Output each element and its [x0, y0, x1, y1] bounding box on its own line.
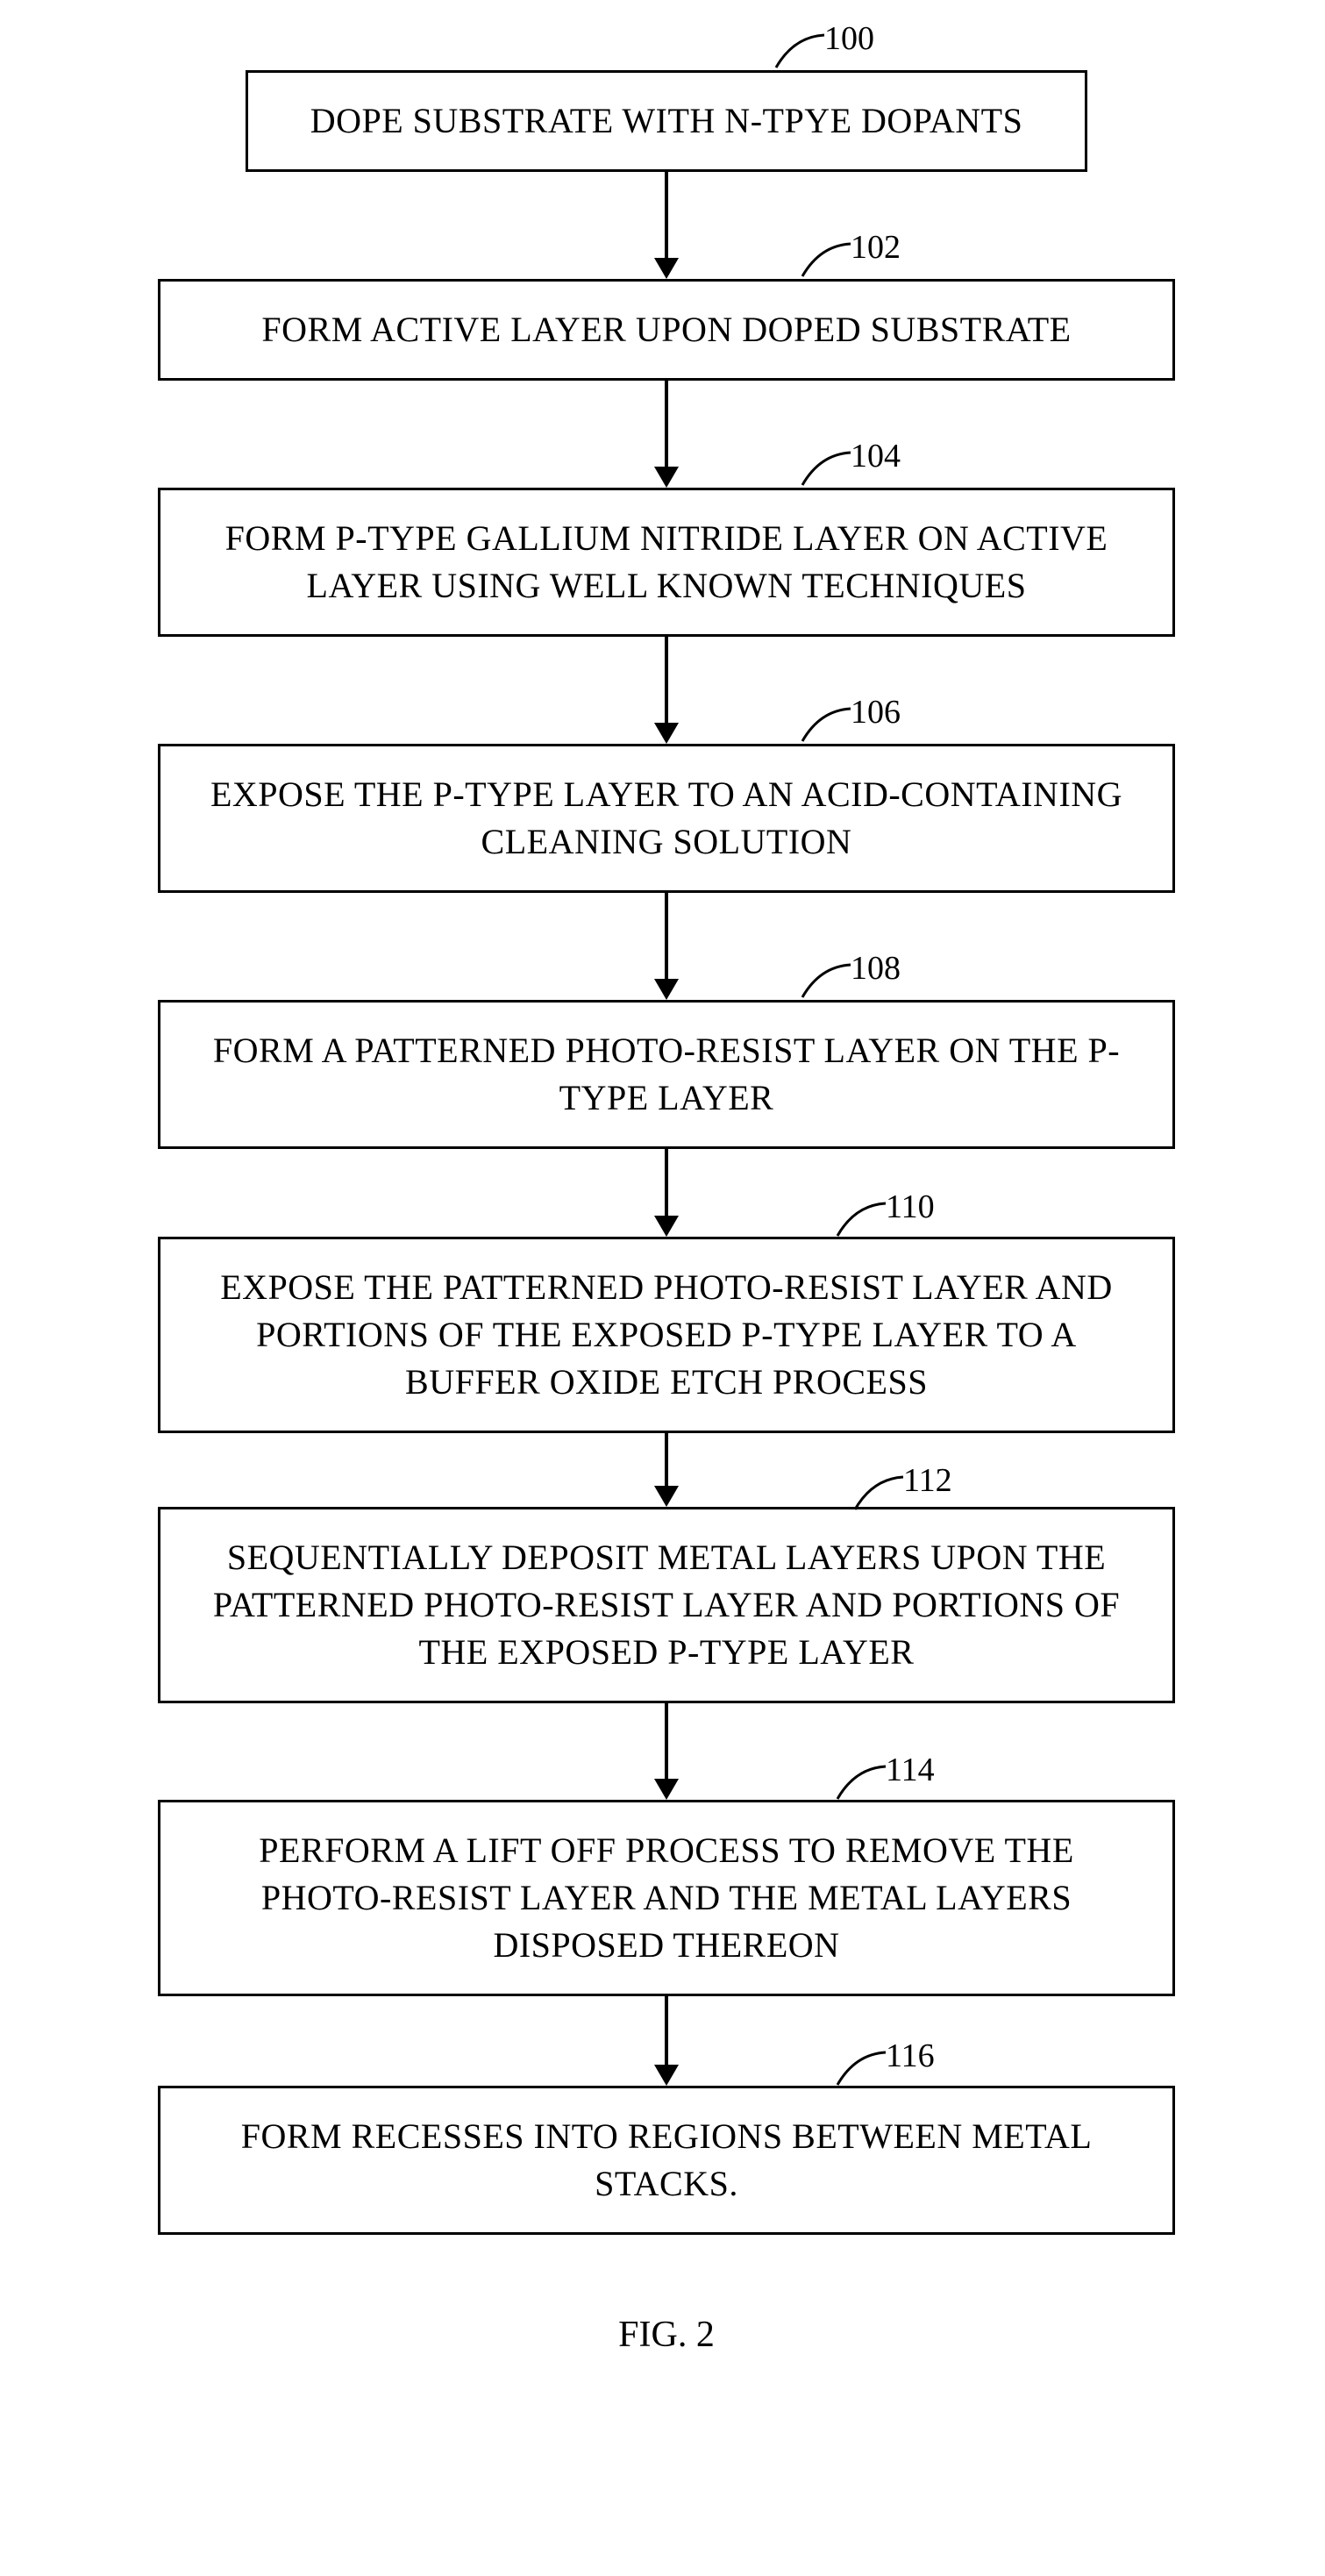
ref-curve-102: [798, 237, 859, 281]
step-108: 108 FORM A PATTERNED PHOTO-RESIST LAYER …: [158, 1000, 1175, 1237]
step-114: 114 PERFORM A LIFT OFF PROCESS TO REMOVE…: [158, 1800, 1175, 2086]
step-116: 116 FORM RECESSES INTO REGIONS BETWEEN M…: [158, 2086, 1175, 2235]
ref-curve-108: [798, 958, 859, 1002]
process-box: FORM RECESSES INTO REGIONS BETWEEN METAL…: [158, 2086, 1175, 2235]
step-112: 112 SEQUENTIALLY DEPOSIT METAL LAYERS UP…: [158, 1507, 1175, 1800]
step-110: 110 EXPOSE THE PATTERNED PHOTO-RESIST LA…: [158, 1237, 1175, 1507]
step-102: 102 FORM ACTIVE LAYER UPON DOPED SUBSTRA…: [158, 279, 1175, 488]
arrow-down: [654, 637, 679, 744]
flowchart-container: 100 DOPE SUBSTRATE WITH N-TPYE DOPANTS 1…: [158, 70, 1175, 2235]
ref-curve-104: [798, 446, 859, 489]
arrow-down: [654, 381, 679, 488]
arrow-down: [654, 1149, 679, 1237]
ref-curve-114: [833, 1759, 894, 1803]
arrow-down: [654, 1703, 679, 1800]
ref-curve-100: [772, 28, 833, 72]
process-box: PERFORM A LIFT OFF PROCESS TO REMOVE THE…: [158, 1800, 1175, 1996]
process-box: FORM P-TYPE GALLIUM NITRIDE LAYER ON ACT…: [158, 488, 1175, 637]
process-box: DOPE SUBSTRATE WITH N-TPYE DOPANTS: [246, 70, 1087, 172]
ref-curve-110: [833, 1196, 894, 1240]
ref-curve-116: [833, 2045, 894, 2089]
process-box: SEQUENTIALLY DEPOSIT METAL LAYERS UPON T…: [158, 1507, 1175, 1703]
ref-curve-112: [851, 1470, 912, 1514]
step-106: 106 EXPOSE THE P-TYPE LAYER TO AN ACID-C…: [158, 744, 1175, 1000]
step-104: 104 FORM P-TYPE GALLIUM NITRIDE LAYER ON…: [158, 488, 1175, 744]
figure-caption: FIG. 2: [158, 2314, 1175, 2356]
process-box: EXPOSE THE PATTERNED PHOTO-RESIST LAYER …: [158, 1237, 1175, 1433]
step-100: 100 DOPE SUBSTRATE WITH N-TPYE DOPANTS: [158, 70, 1175, 279]
process-box: FORM A PATTERNED PHOTO-RESIST LAYER ON T…: [158, 1000, 1175, 1149]
process-box: EXPOSE THE P-TYPE LAYER TO AN ACID-CONTA…: [158, 744, 1175, 893]
arrow-down: [654, 172, 679, 279]
arrow-down: [654, 1433, 679, 1507]
ref-curve-106: [798, 702, 859, 746]
arrow-down: [654, 1996, 679, 2086]
arrow-down: [654, 893, 679, 1000]
process-box: FORM ACTIVE LAYER UPON DOPED SUBSTRATE: [158, 279, 1175, 381]
